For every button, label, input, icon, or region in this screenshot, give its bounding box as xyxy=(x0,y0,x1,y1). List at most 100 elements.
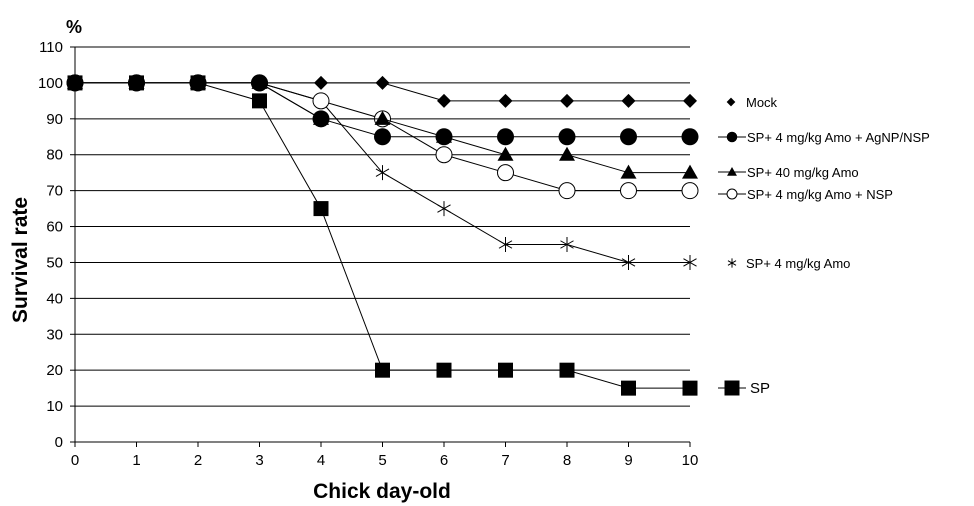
diamond-marker xyxy=(726,97,736,107)
legend: Mock SP+ 4 mg/kg Amo + AgNP/NSP SP+ 40 mg/… xyxy=(718,95,930,397)
data-point xyxy=(435,128,453,146)
circle-marker xyxy=(620,128,637,146)
data-series xyxy=(66,74,699,396)
diamond-marker xyxy=(683,93,697,108)
data-point xyxy=(375,362,390,378)
asterisk-stroke xyxy=(375,168,390,177)
square-marker xyxy=(436,362,452,378)
data-point xyxy=(621,93,636,108)
asterisk-stroke xyxy=(683,258,697,267)
asterisk-stroke xyxy=(498,240,513,249)
data-point xyxy=(558,182,576,200)
data-point xyxy=(681,182,699,200)
y-tick-label: 110 xyxy=(39,39,63,56)
data-point xyxy=(437,93,451,108)
diamond-marker xyxy=(129,75,144,90)
diamond-marker xyxy=(252,75,267,90)
x-tick-label: 8 xyxy=(563,452,571,469)
legend-label: SP xyxy=(750,380,770,397)
y-tick-label: 30 xyxy=(46,326,63,343)
series-4 xyxy=(68,75,697,270)
triangle-marker xyxy=(620,164,637,179)
y-tick-label: 90 xyxy=(46,111,63,128)
data-point xyxy=(726,188,738,200)
triangle-marker xyxy=(559,146,575,161)
legend-label: Mock xyxy=(746,95,778,110)
series-0 xyxy=(68,75,697,108)
data-point xyxy=(374,128,391,146)
legend-entry: SP+ 4 mg/kg Amo xyxy=(727,256,850,271)
triangle-marker xyxy=(682,164,698,179)
circle-marker xyxy=(681,128,699,146)
y-tick-label: 80 xyxy=(46,147,63,164)
axes: 0 10 20 30 40 50 60 70 80 90 100 110 0 1 2 3 4 5 6 7 8 9 10 xyxy=(38,39,698,469)
data-point xyxy=(620,128,637,146)
y-tick-label: 0 xyxy=(55,434,63,451)
data-point xyxy=(620,182,637,200)
data-point xyxy=(498,237,513,252)
y-tick-label: 60 xyxy=(46,219,63,236)
data-point xyxy=(726,97,736,107)
circle-marker xyxy=(558,128,576,146)
legend-entry: SP+ 40 mg/kg Amo xyxy=(718,165,859,180)
data-point xyxy=(682,164,698,179)
data-point xyxy=(312,92,330,110)
legend-entry: SP xyxy=(718,380,770,397)
square-marker xyxy=(559,362,575,378)
square-marker xyxy=(621,380,636,396)
y-tick-label: 10 xyxy=(46,398,63,415)
data-point xyxy=(620,164,637,179)
data-point xyxy=(497,146,514,161)
x-tick-label: 0 xyxy=(71,452,79,469)
data-point xyxy=(129,75,144,90)
y-tick-label: 20 xyxy=(46,362,63,379)
diamond-marker xyxy=(191,75,205,90)
diamond-marker xyxy=(68,75,82,90)
x-tick-label: 3 xyxy=(255,452,263,469)
legend-label: SP+ 4 mg/kg Amo + NSP xyxy=(747,187,893,202)
legend-entry: SP+ 4 mg/kg Amo + AgNP/NSP xyxy=(718,130,930,145)
x-tick-label: 6 xyxy=(440,452,448,469)
series-line xyxy=(75,82,690,174)
triangle-marker xyxy=(374,110,391,125)
x-tick-label: 1 xyxy=(132,452,140,469)
series-1 xyxy=(66,74,699,146)
y-tick-label: 50 xyxy=(46,254,63,271)
x-axis-title: Chick day-old xyxy=(313,480,451,503)
diamond-marker xyxy=(375,75,390,90)
data-point xyxy=(560,93,574,108)
legend-entry: Mock xyxy=(726,95,778,110)
data-point xyxy=(724,380,740,396)
x-tick-label: 9 xyxy=(624,452,632,469)
open-circle-marker xyxy=(558,182,576,200)
y-tick-label: 100 xyxy=(38,75,63,92)
legend-label: SP+ 40 mg/kg Amo xyxy=(747,165,859,180)
square-marker xyxy=(313,201,329,217)
x-tick-label: 2 xyxy=(194,452,202,469)
data-point xyxy=(727,167,737,176)
data-point xyxy=(559,146,575,161)
square-marker xyxy=(682,380,698,396)
diamond-marker xyxy=(314,75,328,90)
y-axis-title: Survival rate xyxy=(9,197,32,323)
circle-marker xyxy=(497,128,514,146)
y-unit-label: % xyxy=(66,17,82,37)
diamond-marker xyxy=(498,93,513,108)
data-point xyxy=(313,201,329,217)
open-circle-marker xyxy=(312,92,330,110)
data-point xyxy=(497,164,514,182)
data-point xyxy=(621,380,636,396)
data-point xyxy=(314,75,328,90)
open-circle-marker xyxy=(435,146,453,164)
x-tick-label: 10 xyxy=(682,452,699,469)
data-point xyxy=(191,75,205,90)
triangle-marker xyxy=(727,167,737,176)
circle-marker xyxy=(312,110,330,128)
data-point xyxy=(375,165,390,181)
triangle-marker xyxy=(497,146,514,161)
asterisk-stroke xyxy=(437,204,451,213)
data-point xyxy=(683,254,697,270)
legend-entry: SP+ 4 mg/kg Amo + NSP xyxy=(718,187,893,202)
open-circle-marker xyxy=(497,164,514,182)
data-point xyxy=(498,362,513,378)
